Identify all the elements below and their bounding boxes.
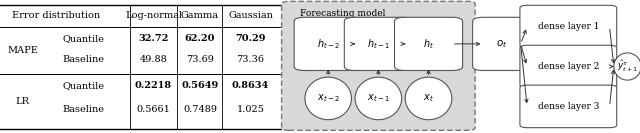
Text: $\hat{y}_{t+1}^{\tau}$: $\hat{y}_{t+1}^{\tau}$: [617, 59, 638, 74]
FancyBboxPatch shape: [294, 17, 362, 70]
Ellipse shape: [405, 77, 452, 120]
Text: $x_t$: $x_t$: [423, 93, 434, 104]
Text: Error distribution: Error distribution: [12, 11, 100, 20]
Text: Gaussian: Gaussian: [228, 11, 273, 20]
Text: 73.69: 73.69: [186, 55, 214, 64]
Text: 0.5661: 0.5661: [136, 105, 170, 114]
FancyBboxPatch shape: [472, 17, 531, 70]
Text: 0.2218: 0.2218: [135, 81, 172, 90]
Ellipse shape: [355, 77, 402, 120]
Text: dense layer 1: dense layer 1: [538, 22, 599, 31]
Text: 73.36: 73.36: [237, 55, 264, 64]
FancyBboxPatch shape: [282, 1, 475, 130]
Text: 0.8634: 0.8634: [232, 81, 269, 90]
Text: Forecasting model: Forecasting model: [300, 9, 385, 18]
Text: $x_{t-1}$: $x_{t-1}$: [367, 93, 390, 104]
FancyBboxPatch shape: [344, 17, 412, 70]
Text: 0.5649: 0.5649: [181, 81, 219, 90]
Text: Baseline: Baseline: [62, 105, 104, 114]
Text: 1.025: 1.025: [237, 105, 264, 114]
Ellipse shape: [305, 77, 351, 120]
Text: 62.20: 62.20: [185, 34, 215, 43]
Text: 70.29: 70.29: [236, 34, 266, 43]
Text: Quantile: Quantile: [62, 81, 104, 90]
Text: 49.88: 49.88: [140, 55, 167, 64]
Text: Log-normal: Log-normal: [125, 11, 182, 20]
FancyBboxPatch shape: [520, 85, 617, 128]
FancyBboxPatch shape: [394, 17, 463, 70]
Text: Quantile: Quantile: [62, 34, 104, 43]
Text: $h_{t-1}$: $h_{t-1}$: [367, 37, 390, 51]
FancyBboxPatch shape: [520, 5, 617, 48]
Ellipse shape: [614, 53, 640, 80]
Text: $x_{t-2}$: $x_{t-2}$: [317, 93, 339, 104]
Text: Baseline: Baseline: [62, 55, 104, 64]
Text: $o_t$: $o_t$: [496, 38, 508, 50]
Text: Gamma: Gamma: [181, 11, 219, 20]
Text: dense layer 2: dense layer 2: [538, 62, 599, 71]
Text: $h_{t-2}$: $h_{t-2}$: [317, 37, 340, 51]
Text: dense layer 3: dense layer 3: [538, 102, 599, 111]
Text: 32.72: 32.72: [138, 34, 169, 43]
Text: MAPE: MAPE: [7, 46, 38, 55]
Text: $h_t$: $h_t$: [423, 37, 434, 51]
FancyBboxPatch shape: [520, 45, 617, 88]
Text: LR: LR: [15, 97, 29, 106]
Text: 0.7489: 0.7489: [183, 105, 217, 114]
